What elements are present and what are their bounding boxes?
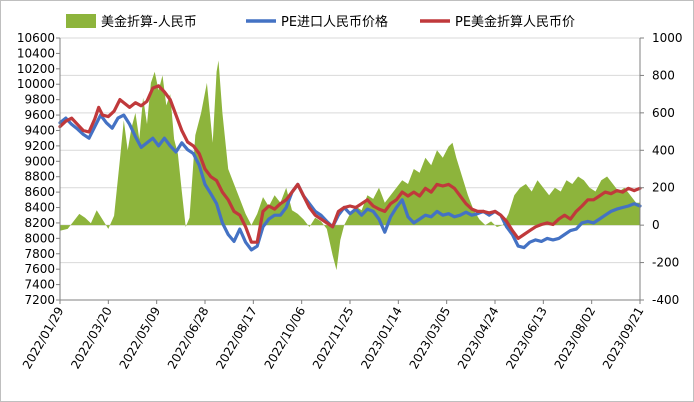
- line-layer: [58, 84, 642, 252]
- y-left-tick-label: 10200: [17, 62, 55, 76]
- y-left-tick-label: 8200: [24, 216, 55, 230]
- y-left-tick-label: 9600: [24, 108, 55, 122]
- y-right-tick-label: 200: [652, 181, 675, 195]
- y-left-tick-label: 10000: [17, 77, 55, 91]
- legend-item: PE进口人民币价格: [246, 14, 388, 30]
- axes: [56, 37, 644, 304]
- y-left-tick-label: 9000: [24, 154, 55, 168]
- y-left-tick-label: 7800: [24, 247, 55, 261]
- y-left-tick-label: 9200: [24, 139, 55, 153]
- legend-swatch: [66, 14, 96, 28]
- y-left-tick-label: 8800: [24, 170, 55, 184]
- legend-item: PE美金折算人民币价: [420, 14, 575, 30]
- legend: 美金折算-人民币 PE进口人民币价格 PE美金折算人民币价: [66, 14, 575, 30]
- series-area-usd-spread: [60, 60, 640, 271]
- y-left-tick-label: 7600: [24, 262, 55, 276]
- area-layer: [60, 60, 640, 271]
- y-left-tick-label: 8000: [24, 231, 55, 245]
- y-left-tick-label: 8600: [24, 185, 55, 199]
- y-right-tick-label: 0: [652, 218, 660, 232]
- legend-label: 美金折算-人民币: [101, 14, 197, 30]
- y-left-tick-label: 9400: [24, 123, 55, 137]
- y-right-tick-label: 800: [652, 68, 675, 82]
- y-left-tick-label: 7400: [24, 278, 55, 292]
- y-right-tick-labels: -400 -200 0 200 400 600 800 1000: [652, 31, 683, 307]
- y-left-tick-label: 8400: [24, 201, 55, 215]
- legend-label: PE进口人民币价格: [281, 14, 388, 30]
- y-left-tick-label: 9800: [24, 93, 55, 107]
- y-right-tick-label: 1000: [652, 31, 683, 45]
- y-left-tick-label: 10400: [17, 46, 55, 60]
- y-right-tick-label: -200: [652, 256, 679, 270]
- y-left-tick-label: 7200: [24, 293, 55, 307]
- legend-label: PE美金折算人民币价: [455, 14, 575, 30]
- series-line-pe-usd-converted: [58, 84, 642, 244]
- series-line-pe-import: [58, 113, 642, 252]
- y-right-tick-label: -400: [652, 293, 679, 307]
- y-right-tick-label: 600: [652, 106, 675, 120]
- y-left-tick-label: 10600: [17, 31, 55, 45]
- y-right-tick-label: 400: [652, 143, 675, 157]
- legend-item: 美金折算-人民币: [66, 14, 197, 30]
